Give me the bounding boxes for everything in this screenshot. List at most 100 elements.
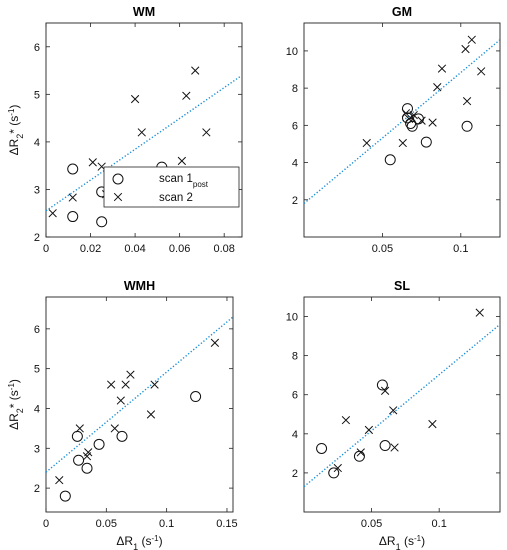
chart-panel-wmh: WMH 0 0.05 0.1 0.15 2 3 4 5 6 ΔR2* (s-1) ΔR1 (s-1) [7, 279, 238, 550]
data-point-scan2 [362, 138, 371, 148]
axes-box [303, 22, 501, 238]
data-point-scan1 [316, 442, 328, 454]
chart-title: WMH [124, 279, 155, 293]
data-point-scan2 [75, 424, 84, 433]
data-point-scan2 [110, 424, 119, 433]
x-tick-label: 0.15 [216, 518, 237, 530]
data-point-scan2 [84, 448, 93, 457]
data-point-scan2 [106, 380, 116, 389]
data-point-scan2 [467, 35, 476, 44]
data-point-scan2 [126, 370, 135, 379]
y-axis-label: ΔR2* (s-1) [7, 379, 26, 430]
x-tick-label: 0.05 [372, 243, 393, 255]
data-point-scan1 [96, 216, 108, 228]
data-point-scan2 [137, 128, 146, 137]
data-point-scan2 [417, 116, 426, 125]
y-tick-label: 6 [34, 324, 40, 336]
data-point-scan1 [67, 211, 79, 223]
axes-box [45, 296, 234, 513]
x-tick-label: 0.1 [159, 518, 174, 530]
x-tick-label: 0.08 [213, 243, 234, 255]
x-tick-label: 0.05 [96, 518, 117, 530]
data-point-scan2 [364, 425, 374, 435]
data-point-scan1 [190, 391, 202, 403]
data-point-scan1 [379, 440, 391, 452]
data-point-scan2 [380, 386, 390, 395]
data-point-scan2 [462, 97, 472, 106]
chart-panel-sl: SL 0.05 0.1 2 4 6 8 10 ΔR1 (s-1) [286, 279, 501, 550]
fit-line [46, 316, 233, 473]
data-point-scan1 [328, 467, 340, 479]
y-tick-label: 8 [292, 83, 298, 95]
x-tick-label: 0.1 [453, 243, 468, 255]
data-point-scan2 [475, 308, 484, 317]
data-point-scan1 [384, 154, 396, 166]
y-tick-label: 4 [292, 158, 298, 170]
data-point-scan1 [420, 136, 432, 148]
chart-title: WM [133, 5, 155, 19]
data-point-scan1 [93, 438, 105, 450]
data-point-scan2 [477, 67, 486, 76]
x-tick-label: 0.1 [432, 518, 447, 530]
chart-panel-wm: WM 0 0.02 0.04 0.06 0.08 2 3 4 5 6 ΔR2* (s-1) scan 1… [7, 5, 243, 255]
data-point-scan2 [390, 443, 399, 452]
y-tick-label: 2 [292, 468, 298, 480]
data-point-scan2 [404, 114, 414, 123]
data-point-scan2 [409, 110, 418, 120]
data-point-scan2 [130, 94, 140, 104]
fit-line [304, 323, 500, 488]
x-tick-label: 0.04 [124, 243, 145, 255]
data-point-scan2 [333, 463, 342, 473]
x-tick-label: 0 [43, 243, 49, 255]
axes-box [45, 22, 243, 238]
data-point-scan2 [121, 380, 130, 389]
data-point-scan2 [202, 128, 211, 137]
legend-marker-scan2 [113, 192, 123, 202]
data-point-scan2 [182, 91, 191, 100]
data-point-scan2 [401, 109, 411, 118]
x-tick-label: 0 [43, 518, 49, 530]
data-point-scan1 [353, 450, 365, 462]
data-point-scan2 [150, 380, 159, 389]
data-point-scan1 [461, 120, 473, 132]
legend-marker-scan1 [112, 173, 124, 185]
y-tick-label: 6 [292, 120, 298, 132]
data-point-scan2 [177, 156, 187, 166]
y-tick-label: 4 [34, 137, 40, 149]
y-tick-label: 2 [292, 195, 298, 207]
data-point-scan2 [437, 64, 447, 73]
axes-box [303, 296, 501, 513]
data-point-scan1 [401, 112, 413, 124]
y-tick-label: 8 [292, 351, 298, 363]
y-tick-label: 6 [292, 390, 298, 402]
data-point-scan1 [67, 163, 79, 175]
legend-label-scan2: scan 2 [159, 192, 193, 204]
data-point-scan2 [428, 419, 437, 429]
x-axis-label: ΔR1 (s-1) [116, 534, 162, 550]
x-tick-label: 0.06 [169, 243, 190, 255]
data-point-scan1 [73, 454, 85, 466]
data-point-scan1 [71, 430, 83, 442]
fit-line [304, 39, 500, 205]
data-point-scan2 [341, 415, 351, 425]
data-point-scan1 [59, 490, 71, 502]
data-point-scan2 [389, 406, 398, 415]
y-tick-label: 4 [34, 403, 40, 415]
y-tick-label: 10 [286, 312, 298, 324]
y-tick-label: 3 [34, 443, 40, 455]
fit-line [46, 74, 242, 212]
data-point-scan1 [376, 379, 388, 391]
y-tick-label: 2 [34, 232, 40, 244]
y-tick-label: 3 [34, 184, 40, 196]
data-point-scan2 [88, 158, 97, 167]
data-point-scan2 [48, 209, 57, 218]
y-axis-label: ΔR2* (s-1) [7, 105, 26, 156]
data-point-scan2 [191, 66, 200, 75]
data-point-scan2 [68, 193, 77, 202]
data-point-scan1 [412, 113, 424, 125]
x-axis-label: ΔR1 (s-1) [379, 534, 425, 550]
data-point-scan2 [356, 448, 365, 457]
chart-title: SL [394, 279, 410, 293]
y-tick-label: 5 [34, 89, 40, 101]
